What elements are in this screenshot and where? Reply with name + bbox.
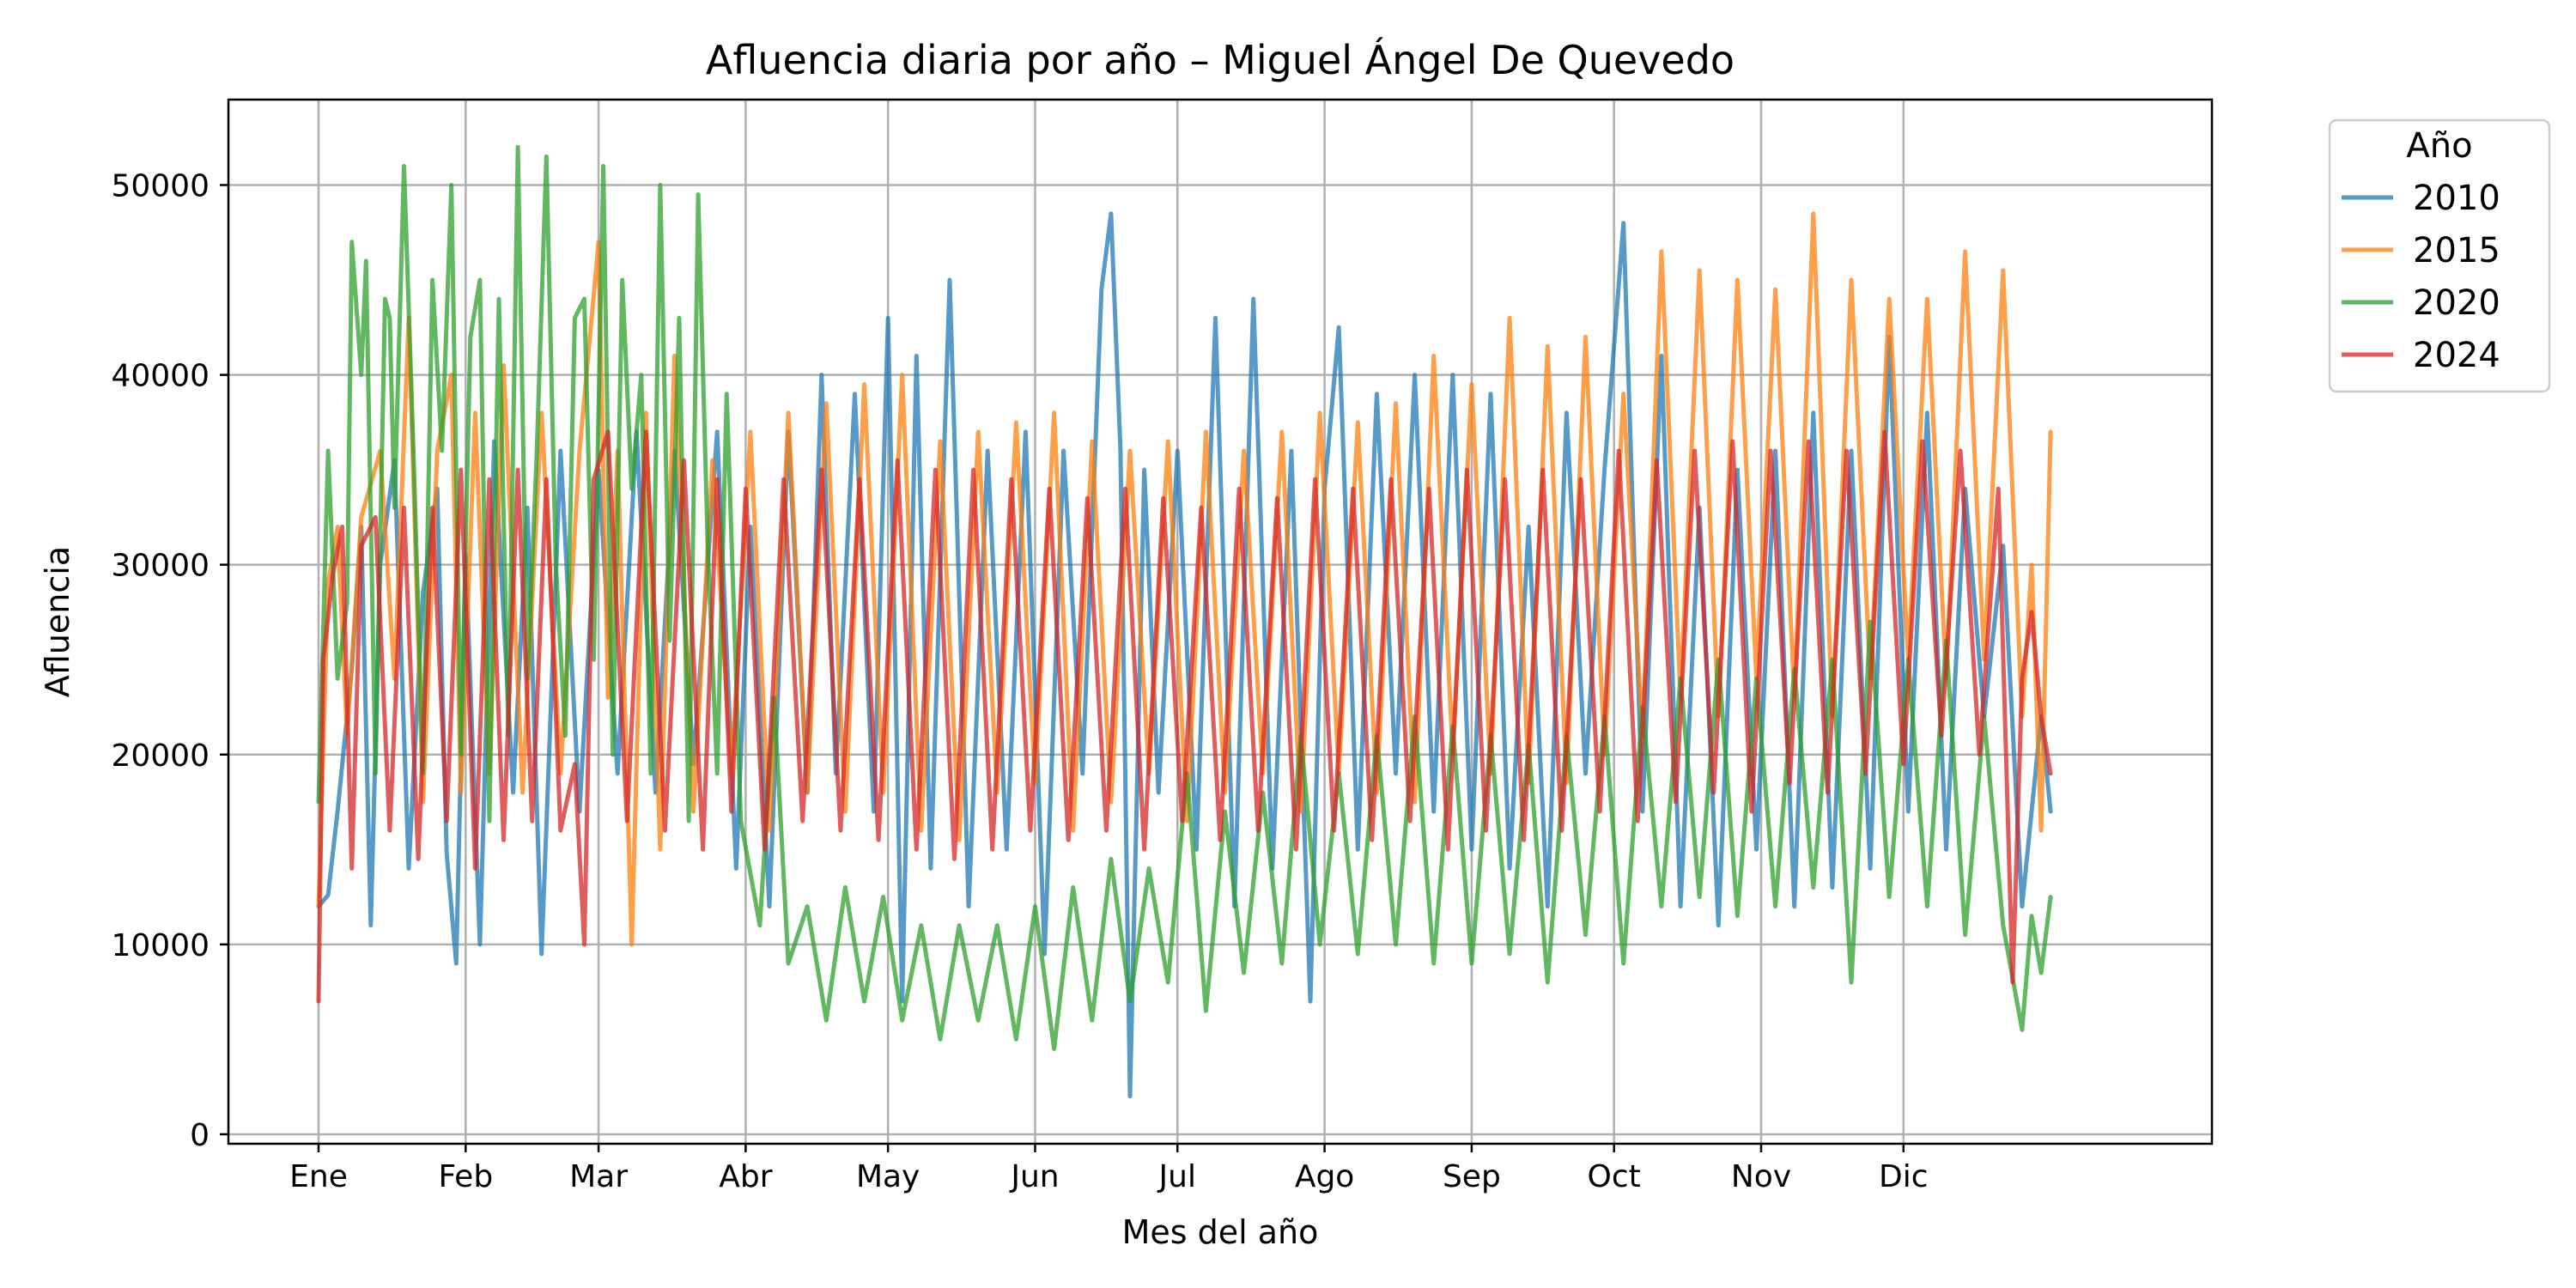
y-tick-label: 30000 <box>111 549 210 584</box>
legend-items: 2010 2015 2020 2024 <box>2342 179 2500 375</box>
x-tick-label: Abr <box>719 1159 772 1194</box>
x-tick-label: Ene <box>289 1159 348 1194</box>
x-tick-label: Feb <box>438 1159 493 1194</box>
x-tick-label: Jun <box>1009 1159 1059 1194</box>
grid <box>228 100 2212 1144</box>
x-tick-label: Ago <box>1295 1159 1355 1194</box>
y-axis-ticks: 0 10000 20000 30000 40000 50000 <box>111 168 228 1153</box>
y-tick-label: 0 <box>190 1118 210 1153</box>
x-tick-label: Nov <box>1731 1159 1791 1194</box>
y-tick-label: 40000 <box>111 359 210 394</box>
x-tick-label: Mar <box>569 1159 628 1194</box>
y-axis-label: Afluencia <box>39 546 76 697</box>
x-tick-label: Dic <box>1879 1159 1929 1194</box>
legend-label-2015: 2015 <box>2413 231 2500 270</box>
x-axis-label: Mes del año <box>1122 1213 1319 1251</box>
x-tick-label: Oct <box>1588 1159 1641 1194</box>
x-tick-label: Sep <box>1443 1159 1501 1194</box>
series-lines <box>316 144 2053 1099</box>
legend: Año 2010 2015 2020 2024 <box>2328 118 2551 393</box>
y-tick-label: 50000 <box>111 168 210 204</box>
legend-label-2024: 2024 <box>2413 336 2500 375</box>
legend-box <box>2328 118 2551 393</box>
legend-label-2020: 2020 <box>2413 283 2500 323</box>
legend-title: Año <box>2406 126 2472 166</box>
plot-frame <box>227 98 2214 1145</box>
series-line-2010 <box>316 211 2053 1099</box>
legend-label-2010: 2010 <box>2413 179 2500 218</box>
plot-area <box>316 144 2053 1099</box>
y-tick-label: 10000 <box>111 928 210 963</box>
x-axis-ticks: Ene Feb Mar Abr May Jun Jul Ago Sep Oct Nov Dic <box>289 1144 1929 1194</box>
y-tick-label: 20000 <box>111 738 210 774</box>
series-line-2024 <box>316 429 2053 1004</box>
chart-title: Afluencia diaria por año – Miguel Ángel … <box>706 37 1735 83</box>
x-tick-label: May <box>856 1159 920 1194</box>
x-tick-label: Jul <box>1157 1159 1196 1194</box>
